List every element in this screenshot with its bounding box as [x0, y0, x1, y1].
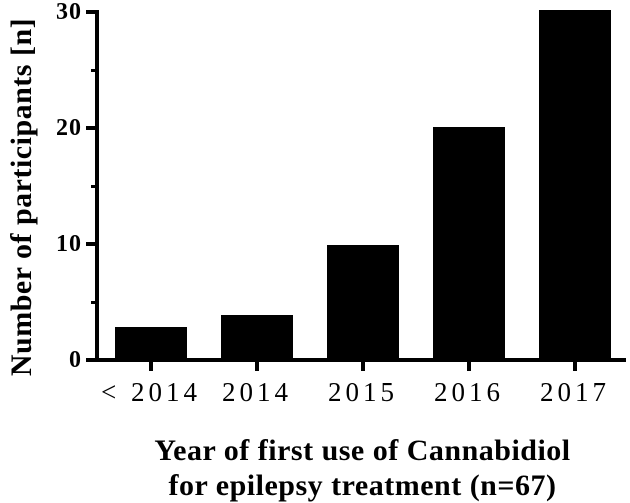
x-axis-tick	[467, 358, 471, 371]
bar	[221, 315, 293, 362]
y-axis-minor-tick	[91, 68, 99, 72]
y-tick-label: 20	[56, 115, 82, 141]
x-axis-title-line-1: Year of first use of Cannabidiol	[154, 434, 571, 467]
y-axis-major-tick	[86, 242, 99, 246]
y-tick-label: 30	[56, 0, 82, 25]
y-axis-title: Number of participants [n]	[5, 17, 38, 377]
bar	[327, 244, 399, 362]
x-tick-label: 2016	[434, 377, 504, 407]
x-tick-label: 2015	[328, 377, 398, 407]
x-axis-tick	[149, 358, 153, 371]
y-tick-label: 0	[69, 347, 82, 373]
x-axis-tick	[255, 358, 259, 371]
plot-area	[95, 10, 626, 371]
x-axis-tick	[573, 358, 577, 371]
x-tick-label: 2014	[222, 377, 292, 407]
x-axis-title-line-2: for epilepsy treatment (n=67)	[168, 469, 557, 502]
y-tick-label: 10	[56, 231, 82, 257]
bar	[115, 326, 187, 362]
bar	[539, 10, 611, 362]
bar	[433, 127, 505, 362]
x-tick-label: < 2014	[101, 377, 201, 407]
y-axis-minor-tick	[91, 300, 99, 304]
x-axis-title: Year of first use of Cannabidiol for epi…	[95, 433, 630, 503]
y-axis-major-tick	[86, 10, 99, 14]
x-tick-label: 2017	[540, 377, 610, 407]
y-axis-minor-tick	[91, 184, 99, 188]
y-axis-major-tick	[86, 358, 99, 362]
y-axis-major-tick	[86, 126, 99, 130]
x-axis-tick	[361, 358, 365, 371]
